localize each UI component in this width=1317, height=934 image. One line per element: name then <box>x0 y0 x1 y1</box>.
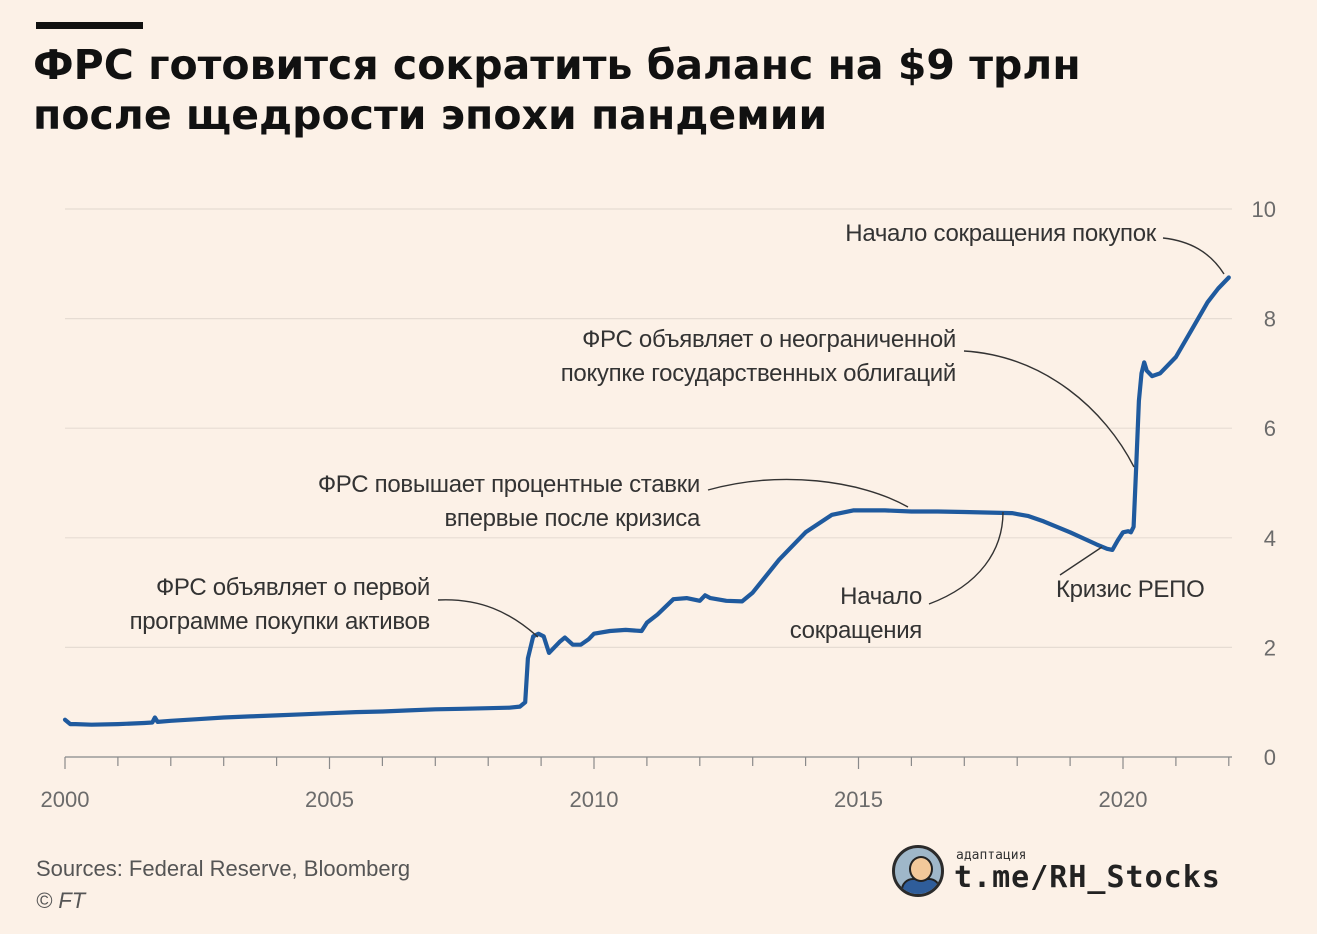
chart-title-line-2: после щедрости эпохи пандемии <box>33 91 828 139</box>
brand-handle[interactable]: t.me/RH_Stocks <box>954 860 1221 895</box>
annotation-connector <box>707 478 909 508</box>
annotation-label: ФРС объявляет о неограниченной <box>582 326 956 353</box>
chart-title-line-1: ФРС готовится сократить баланс на $9 трл… <box>33 41 1081 89</box>
x-tick-label: 2020 <box>1099 787 1148 812</box>
y-tick-label: 6 <box>1264 416 1276 441</box>
annotation-connector <box>963 350 1135 468</box>
annotation-label: ФРС объявляет о первой <box>156 574 430 601</box>
source-note: Sources: Federal Reserve, Bloomberg <box>36 856 411 881</box>
y-tick-label: 2 <box>1264 635 1276 660</box>
y-tick-label: 0 <box>1264 745 1276 770</box>
annotation-connector <box>928 511 1004 605</box>
y-tick-label: 4 <box>1264 526 1276 551</box>
x-tick-label: 2005 <box>305 787 354 812</box>
annotation-label: ФРС повышает процентные ставки <box>318 471 700 498</box>
y-tick-label: 10 <box>1252 197 1276 222</box>
annotation-label: Кризис РЕПО <box>1056 576 1204 603</box>
annotation-connector <box>1059 546 1103 576</box>
channel-brand[interactable]: адаптация t.me/RH_Stocks <box>892 844 1252 904</box>
annotation-label: Начало <box>840 583 922 610</box>
annotation-label: сокращения <box>790 617 922 644</box>
annotation-label: впервые после кризиса <box>444 505 700 532</box>
x-tick-label: 2015 <box>834 787 883 812</box>
brand-caption: адаптация <box>956 848 1027 863</box>
header-rule <box>36 22 143 29</box>
balance-series-line <box>62 275 1231 727</box>
annotation-connector <box>437 599 539 638</box>
chart-title: ФРС готовится сократить баланс на $9 трл… <box>33 40 1233 140</box>
annotation-label: покупке государственных облигаций <box>561 360 956 387</box>
annotation-label: Начало сокращения покупок <box>845 220 1157 247</box>
x-tick-label: 2010 <box>570 787 619 812</box>
copyright-note: © FT <box>36 888 86 913</box>
cartoon-avatar-icon <box>892 845 944 897</box>
annotation-connector <box>1162 237 1225 275</box>
y-tick-label: 8 <box>1264 307 1276 332</box>
x-tick-label: 2000 <box>41 787 90 812</box>
annotation-label: программе покупки активов <box>130 608 430 635</box>
